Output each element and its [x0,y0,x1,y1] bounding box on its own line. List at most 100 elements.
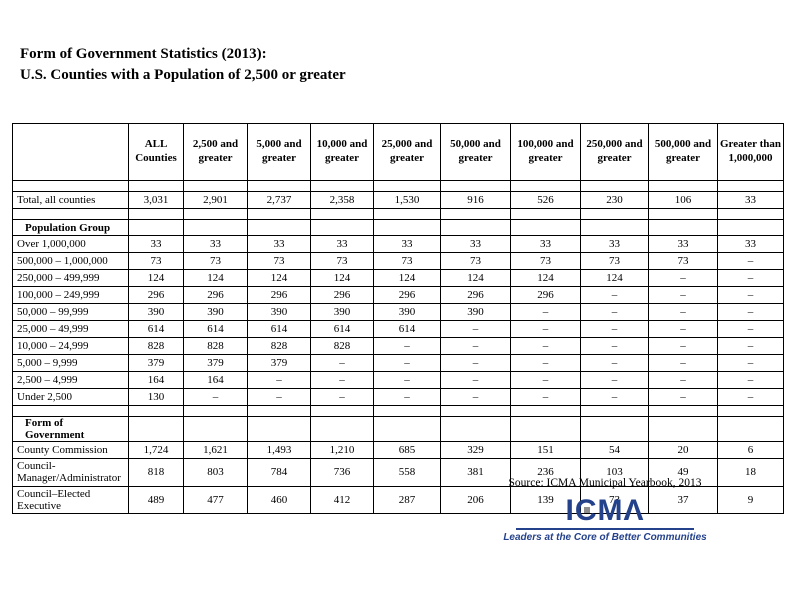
data-cell: – [310,371,374,389]
row-label: 250,000 – 499,999 [12,269,129,287]
data-cell: 20 [648,441,718,459]
table-row: Over 1,000,000 33 33 33 33 33 33 33 33 33 33 [12,235,784,253]
data-cell: – [373,354,441,372]
empty-cell [247,416,311,442]
data-cell: 33 [717,235,784,253]
empty-cell [510,416,581,442]
row-label: Council–Elected Executive [12,485,129,515]
data-cell: – [580,303,649,321]
column-header: Greater than 1,000,000 [717,123,784,181]
data-cell: – [648,320,718,338]
data-cell: 2,737 [247,191,311,209]
logo-letter: M [597,494,624,527]
empty-cell [648,416,718,442]
column-header: 100,000 and greater [510,123,581,181]
spacer-cell [12,180,129,192]
row-label: Total, all counties [12,191,129,209]
data-cell: 296 [310,286,374,304]
data-cell: 2,358 [310,191,374,209]
title-line-1: Form of Government Statistics (2013): [20,46,267,62]
data-cell: – [440,371,511,389]
spacer-row [12,405,784,417]
empty-cell [128,416,184,442]
data-cell: 130 [128,388,184,406]
logo-letter: Λ [623,494,645,527]
spacer-row [12,208,784,220]
data-cell: 33 [128,235,184,253]
column-header: 250,000 and greater [580,123,649,181]
spacer-cell [183,405,248,417]
empty-cell [373,219,441,236]
empty-cell [510,219,581,236]
source-note: Source: ICMA Municipal Yearbook, 2013 [508,477,702,489]
data-cell: 379 [128,354,184,372]
data-cell: 1,621 [183,441,248,459]
data-cell: – [510,303,581,321]
spacer-cell [440,208,511,220]
data-cell: – [510,371,581,389]
data-cell: – [510,320,581,338]
data-cell: – [440,320,511,338]
data-cell: 124 [580,269,649,287]
data-cell: – [717,303,784,321]
data-cell: 828 [310,337,374,355]
table-row: 5,000 – 9,999 379 379 379– – – – – – – [12,354,784,372]
data-cell: 33 [440,235,511,253]
data-cell: – [717,337,784,355]
data-cell: 296 [247,286,311,304]
row-label: Over 1,000,000 [12,235,129,253]
data-cell: 784 [247,458,311,487]
data-cell: 54 [580,441,649,459]
spacer-cell [247,208,311,220]
data-cell: 73 [183,252,248,270]
data-cell: – [580,388,649,406]
data-cell: 33 [510,235,581,253]
table-row: 100,000 – 249,999 296 296 296 296 296 296 296– –… [12,286,784,304]
table-row: 250,000 – 499,999 124 124 124 124 124 124 124 12… [12,269,784,287]
empty-cell [717,219,784,236]
data-cell: – [580,320,649,338]
data-cell: 296 [373,286,441,304]
data-cell: 139 [510,485,581,515]
data-cell: 6 [717,441,784,459]
data-cell: 73 [373,252,441,270]
empty-cell [717,416,784,442]
data-cell: – [510,354,581,372]
footer: Source: ICMA Municipal Yearbook, 2013 IC… [455,477,755,543]
spacer-cell [310,180,374,192]
table-row: Total, all counties 3,031 2,901 2,737 2,358 1… [12,191,784,209]
section-label: Form of Government [12,416,129,442]
data-cell: 381 [440,458,511,487]
row-label: Under 2,500 [12,388,129,406]
data-cell: 124 [440,269,511,287]
spacer-cell [12,405,129,417]
logo-tagline: Leaders at the Core of Better Communitie… [503,532,707,543]
data-cell: – [373,371,441,389]
data-cell: 828 [128,337,184,355]
spacer-cell [310,208,374,220]
logo-square [584,506,591,513]
data-cell: – [373,388,441,406]
table-row: 2,500 – 4,999 164 164– – – – – – – – [12,371,784,389]
row-label: 5,000 – 9,999 [12,354,129,372]
data-cell: 49 [648,458,718,487]
data-cell: 296 [510,286,581,304]
data-cell: – [580,371,649,389]
data-cell: 1,493 [247,441,311,459]
spacer-cell [373,208,441,220]
data-cell: – [440,388,511,406]
data-cell: 489 [128,485,184,515]
column-header: 50,000 and greater [440,123,511,181]
row-label: 500,000 – 1,000,000 [12,252,129,270]
statistics-table: ALL Counties 2,500 and greater 5,000 and g… [12,123,784,515]
row-label: 100,000 – 249,999 [12,286,129,304]
table-row: 25,000 – 49,999 614 614 614 614 614– – – – – [12,320,784,338]
data-cell: – [440,337,511,355]
data-cell: 803 [183,458,248,487]
data-cell: 124 [247,269,311,287]
data-cell: 106 [648,191,718,209]
spacer-cell [247,180,311,192]
empty-cell [373,416,441,442]
row-label: Council-Manager/Administrator [12,458,129,487]
